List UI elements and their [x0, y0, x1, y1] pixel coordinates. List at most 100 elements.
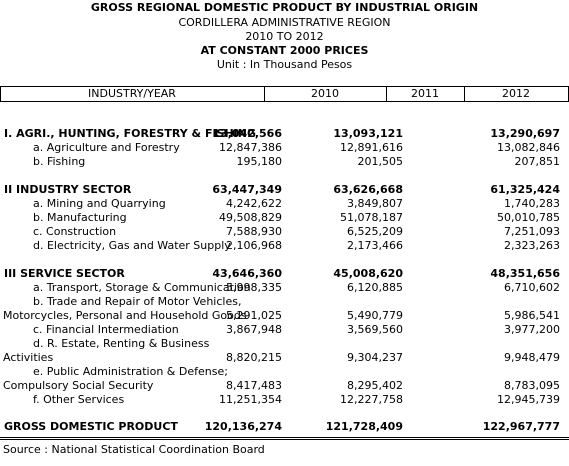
table-row: d. Electricity, Gas and Water Supply 2,1… [0, 239, 569, 253]
value-2010: 5,998,335 [226, 281, 282, 294]
table-row: b. Trade and Repair of Motor Vehicles, [0, 295, 569, 309]
row-label: I. AGRI., HUNTING, FORESTRY & FISHING [4, 127, 257, 140]
value-2010: 11,251,354 [219, 393, 282, 406]
row-label: Activities [3, 351, 54, 364]
value-2012: 12,945,739 [497, 393, 560, 406]
source-note: Source : National Statistical Coordinati… [3, 443, 265, 456]
value-2011: 13,093,121 [333, 127, 403, 140]
value-2010: 5,291,025 [226, 309, 282, 322]
column-header-industry: INDUSTRY/YEAR [88, 87, 176, 100]
row-label: c. Financial Intermediation [33, 323, 179, 336]
value-2012: 1,740,283 [504, 197, 560, 210]
value-2011: 9,304,237 [347, 351, 403, 364]
table-row: Compulsory Social Security 8,417,483 8,2… [0, 379, 569, 393]
row-label: e. Public Administration & Defense; [33, 365, 228, 378]
table-row-total: GROSS DOMESTIC PRODUCT 120,136,274 121,7… [0, 420, 569, 434]
row-label: III SERVICE SECTOR [4, 267, 125, 280]
value-2012: 5,986,541 [504, 309, 560, 322]
value-2012: 9,948,479 [504, 351, 560, 364]
value-2012: 8,783,095 [504, 379, 560, 392]
value-2012: 13,290,697 [490, 127, 560, 140]
table-row: c. Construction 7,588,930 6,525,209 7,25… [0, 225, 569, 239]
value-2011: 51,078,187 [340, 211, 403, 224]
row-label: a. Mining and Quarrying [33, 197, 166, 210]
table-row: b. Manufacturing 49,508,829 51,078,187 5… [0, 211, 569, 225]
value-2011: 6,120,885 [347, 281, 403, 294]
row-label: b. Manufacturing [33, 211, 127, 224]
value-2011: 3,849,807 [347, 197, 403, 210]
table-row: a. Agriculture and Forestry 12,847,386 1… [0, 141, 569, 155]
table-row: b. Fishing 195,180 201,505 207,851 [0, 155, 569, 169]
value-2010: 120,136,274 [204, 420, 282, 433]
value-2011: 5,490,779 [347, 309, 403, 322]
row-label: II INDUSTRY SECTOR [4, 183, 132, 196]
value-2012: 6,710,602 [504, 281, 560, 294]
value-2011: 12,227,758 [340, 393, 403, 406]
price-basis: AT CONSTANT 2000 PRICES [200, 44, 369, 57]
value-2012: 13,082,846 [497, 141, 560, 154]
row-label: d. R. Estate, Renting & Business [33, 337, 210, 350]
row-label: Compulsory Social Security [3, 379, 154, 392]
table-row: c. Financial Intermediation 3,867,948 3,… [0, 323, 569, 337]
table-bottom-rule [0, 437, 569, 438]
report-title: GROSS REGIONAL DOMESTIC PRODUCT BY INDUS… [90, 1, 479, 14]
row-label: Motorcycles, Personal and Household Good… [3, 309, 247, 322]
row-label: f. Other Services [33, 393, 125, 406]
row-label: d. Electricity, Gas and Water Supply [33, 239, 231, 252]
table-row: Activities 8,820,215 9,304,237 9,948,479 [0, 351, 569, 365]
header-left-border [0, 86, 1, 101]
value-2010: 195,180 [236, 155, 283, 168]
column-header-year: 2010 [311, 87, 339, 100]
value-2010: 63,447,349 [212, 183, 282, 196]
table-row: a. Transport, Storage & Communication 5,… [0, 281, 569, 295]
header-divider [386, 86, 387, 101]
table-row: f. Other Services 11,251,354 12,227,758 … [0, 393, 569, 407]
value-2012: 3,977,200 [504, 323, 560, 336]
row-label: GROSS DOMESTIC PRODUCT [4, 420, 178, 433]
value-2010: 3,867,948 [226, 323, 282, 336]
table-row: Motorcycles, Personal and Household Good… [0, 309, 569, 323]
table-row: a. Mining and Quarrying 4,242,622 3,849,… [0, 197, 569, 211]
value-2012: 7,251,093 [504, 225, 560, 238]
column-header-year: 2011 [411, 87, 439, 100]
unit-note: Unit : In Thousand Pesos [216, 58, 353, 71]
value-2011: 8,295,402 [347, 379, 403, 392]
value-2010: 8,417,483 [226, 379, 282, 392]
row-label: c. Construction [33, 225, 117, 238]
value-2011: 121,728,409 [325, 420, 403, 433]
table-row: d. R. Estate, Renting & Business [0, 337, 569, 351]
value-2010: 8,820,215 [226, 351, 282, 364]
value-2010: 4,242,622 [226, 197, 282, 210]
region-name: CORDILLERA ADMINISTRATIVE REGION [178, 16, 391, 29]
value-2010: 13,042,566 [212, 127, 282, 140]
table-bottom-rule [0, 439, 569, 440]
header-divider [264, 86, 265, 101]
table-row: II INDUSTRY SECTOR 63,447,349 63,626,668… [0, 183, 569, 197]
value-2012: 50,010,785 [497, 211, 560, 224]
table-row: e. Public Administration & Defense; [0, 365, 569, 379]
value-2011: 2,173,466 [347, 239, 403, 252]
header-bottom-rule [0, 101, 569, 102]
row-label: b. Trade and Repair of Motor Vehicles, [33, 295, 242, 308]
value-2010: 7,588,930 [226, 225, 282, 238]
value-2011: 45,008,620 [333, 267, 403, 280]
value-2010: 43,646,360 [212, 267, 282, 280]
value-2010: 12,847,386 [219, 141, 282, 154]
value-2012: 61,325,424 [490, 183, 560, 196]
value-2011: 3,569,560 [347, 323, 403, 336]
table-top-rule [0, 86, 569, 87]
value-2011: 12,891,616 [340, 141, 403, 154]
row-label: b. Fishing [33, 155, 86, 168]
value-2012: 2,323,263 [504, 239, 560, 252]
table-row: I. AGRI., HUNTING, FORESTRY & FISHING 13… [0, 127, 569, 141]
row-label: a. Agriculture and Forestry [33, 141, 180, 154]
value-2010: 2,106,968 [226, 239, 282, 252]
column-header-year: 2012 [502, 87, 530, 100]
table-row: III SERVICE SECTOR 43,646,360 45,008,620… [0, 267, 569, 281]
value-2011: 63,626,668 [333, 183, 403, 196]
value-2012: 48,351,656 [490, 267, 560, 280]
header-divider [464, 86, 465, 101]
value-2011: 201,505 [357, 155, 404, 168]
period: 2010 TO 2012 [245, 30, 324, 43]
value-2011: 6,525,209 [347, 225, 403, 238]
